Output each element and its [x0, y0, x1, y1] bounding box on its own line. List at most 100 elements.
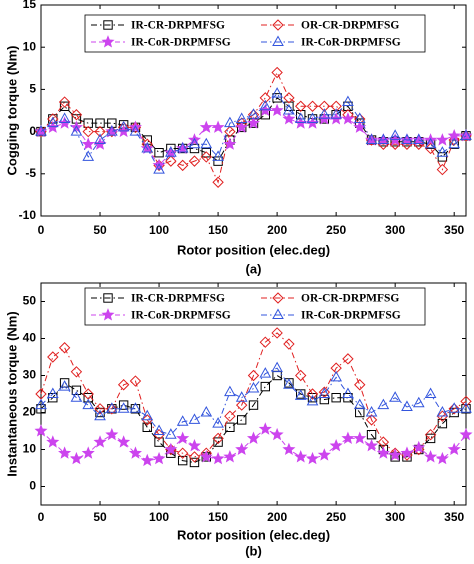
marker — [153, 163, 165, 174]
marker — [413, 138, 425, 150]
marker — [424, 387, 437, 398]
x-tick-label: 350 — [444, 223, 464, 237]
marker — [448, 137, 461, 149]
marker — [318, 108, 331, 119]
legend-label: IR-CR-DRPMFSG — [131, 20, 225, 32]
marker — [437, 418, 448, 429]
marker — [105, 402, 118, 413]
marker — [176, 415, 189, 426]
marker — [176, 141, 189, 153]
y-axis-label: Cogging torque (Nm) — [4, 46, 19, 176]
marker — [153, 428, 165, 441]
y-tick-label: 30 — [23, 368, 37, 382]
marker — [176, 141, 190, 155]
marker — [212, 150, 224, 161]
marker — [165, 428, 177, 439]
marker — [436, 405, 449, 417]
marker — [330, 100, 342, 112]
marker — [224, 116, 236, 128]
marker — [82, 398, 95, 410]
marker — [70, 391, 83, 402]
marker — [35, 398, 47, 410]
marker — [106, 403, 118, 415]
marker — [460, 395, 472, 408]
marker — [212, 432, 224, 445]
marker — [306, 451, 320, 465]
marker — [211, 120, 225, 133]
x-tick-label: 50 — [93, 510, 107, 524]
marker — [459, 128, 473, 142]
x-tick-label: 250 — [326, 510, 346, 524]
marker — [82, 125, 94, 138]
marker — [412, 440, 426, 454]
marker — [366, 430, 377, 440]
marker — [152, 451, 166, 465]
marker — [259, 367, 272, 378]
legend-marker — [103, 293, 113, 303]
marker — [177, 455, 188, 466]
marker — [282, 112, 296, 125]
x-tick-label: 100 — [149, 223, 169, 237]
y-tick-label: 10 — [23, 39, 37, 53]
marker — [435, 451, 449, 465]
marker — [95, 118, 105, 128]
marker — [212, 417, 224, 428]
marker — [176, 431, 190, 444]
marker — [317, 448, 331, 461]
marker — [342, 387, 354, 398]
marker — [425, 433, 436, 444]
marker — [377, 138, 390, 150]
marker — [188, 155, 201, 167]
legend-marker — [272, 35, 284, 46]
marker — [342, 95, 354, 107]
y-tick-label: 10 — [23, 442, 37, 456]
marker — [271, 327, 283, 339]
x-axis-label: Rotor position (elec.deg) — [177, 527, 330, 542]
marker — [306, 388, 319, 400]
marker — [154, 148, 164, 158]
marker — [176, 447, 189, 459]
marker — [58, 446, 72, 459]
marker — [105, 125, 118, 136]
marker — [235, 399, 248, 411]
marker — [459, 427, 473, 441]
y-tick-label: 0 — [29, 479, 36, 493]
marker — [319, 394, 330, 405]
marker — [223, 450, 237, 463]
marker — [105, 427, 119, 441]
marker — [34, 424, 48, 437]
marker — [129, 125, 142, 136]
marker — [70, 109, 83, 121]
marker — [295, 100, 307, 112]
marker — [189, 457, 200, 468]
marker — [436, 163, 449, 176]
marker — [224, 125, 236, 138]
marker — [260, 381, 271, 392]
marker — [435, 133, 449, 146]
marker — [270, 427, 284, 441]
caption: (b) — [245, 543, 262, 558]
marker — [141, 409, 154, 421]
marker — [35, 125, 47, 136]
y-tick-label: -5 — [25, 166, 36, 180]
x-tick-label: 250 — [326, 223, 346, 237]
marker — [200, 137, 213, 149]
marker — [283, 103, 295, 115]
marker — [225, 422, 235, 433]
marker — [400, 446, 414, 459]
marker — [188, 413, 201, 424]
y-tick-label: 15 — [23, 0, 37, 11]
marker — [58, 380, 71, 391]
marker — [81, 137, 95, 150]
marker — [353, 431, 367, 444]
caption: (a) — [246, 261, 262, 276]
legend-marker — [272, 292, 284, 304]
x-tick-label: 150 — [208, 223, 228, 237]
marker — [246, 431, 261, 444]
marker — [377, 398, 390, 410]
marker — [448, 402, 461, 413]
x-tick-label: 300 — [385, 223, 405, 237]
marker — [353, 112, 366, 123]
legend-marker — [101, 35, 115, 48]
marker — [58, 342, 71, 354]
